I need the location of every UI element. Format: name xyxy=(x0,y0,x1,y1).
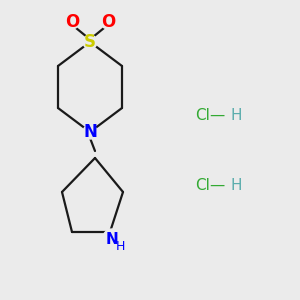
Circle shape xyxy=(83,35,97,49)
Text: S: S xyxy=(84,33,96,51)
Text: H: H xyxy=(231,178,242,193)
Circle shape xyxy=(83,125,97,139)
Text: H: H xyxy=(115,241,125,254)
Text: O: O xyxy=(101,13,115,31)
Text: H: H xyxy=(231,107,242,122)
Circle shape xyxy=(101,15,115,29)
Text: Cl: Cl xyxy=(195,107,210,122)
Text: —: — xyxy=(209,178,225,193)
Text: N: N xyxy=(106,232,118,247)
Text: O: O xyxy=(65,13,79,31)
Circle shape xyxy=(65,15,79,29)
Circle shape xyxy=(103,229,121,247)
Text: —: — xyxy=(209,107,225,122)
Text: N: N xyxy=(83,123,97,141)
Text: Cl: Cl xyxy=(195,178,210,193)
